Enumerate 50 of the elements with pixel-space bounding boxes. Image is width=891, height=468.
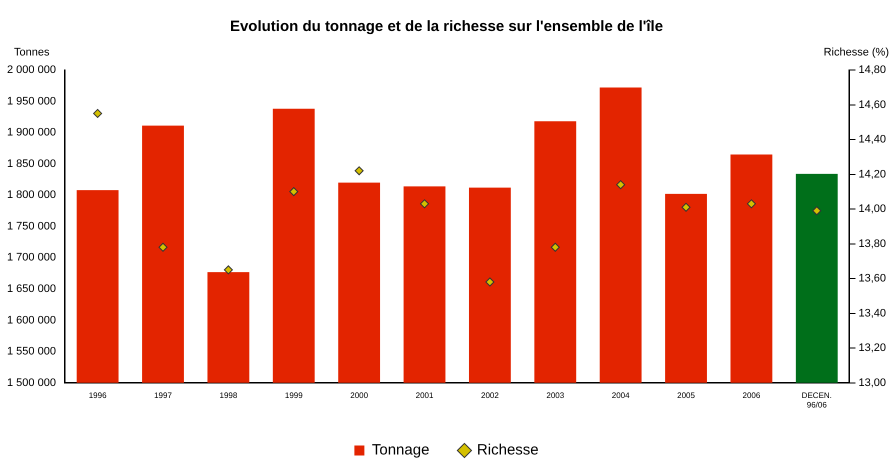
point — [812, 206, 822, 216]
x-tick-label: 2005 — [677, 390, 696, 400]
point — [93, 108, 102, 118]
y2-tick-label: 14,00 — [858, 203, 886, 216]
point — [420, 199, 430, 208]
chart-title: Evolution du tonnage et de la richesse sur l'ensemble de l'île — [230, 18, 664, 36]
x-tick-label: 2002 — [480, 390, 500, 400]
y-tick-label: 1 650 000 — [7, 282, 56, 295]
y-tick-label: 1 750 000 — [7, 220, 56, 232]
point — [616, 180, 626, 190]
y2-tick-label: 14,20 — [858, 168, 886, 180]
x-tick-label: 2004 — [612, 390, 630, 400]
y-tick-label: 1 950 000 — [7, 95, 56, 108]
y-tick-label: 1 700 000 — [7, 252, 56, 264]
y-tick-label: 1 800 000 — [7, 189, 56, 202]
x-tick-label: 1997 — [154, 390, 172, 400]
y-tick-label: 1 850 000 — [7, 158, 56, 170]
point — [354, 166, 364, 176]
point — [158, 242, 168, 252]
y-tick-label: 1 900 000 — [7, 126, 56, 139]
y2-tick-label: 14,40 — [858, 134, 886, 146]
y2-tick-label: 13,80 — [858, 238, 886, 250]
point — [746, 199, 756, 208]
y2-tick-label: 13,40 — [858, 307, 886, 320]
y-tick-label: 2 000 000 — [7, 64, 56, 76]
y2-tick-label: 13,60 — [858, 272, 886, 285]
legend-label: Tonnage — [372, 442, 430, 459]
x-tick-label: 1999 — [284, 390, 304, 400]
y-tick-label: 1 550 000 — [7, 346, 56, 358]
x-tick-label: 1996 — [88, 390, 108, 400]
x-tick-label: DECEN. 96/06 — [802, 390, 832, 410]
x-tick-label: 2006 — [742, 390, 761, 400]
y-tick-label: 1 600 000 — [7, 314, 56, 326]
x-tick-label: 2001 — [416, 390, 434, 400]
y-tick-label: 1 500 000 — [7, 376, 56, 389]
point — [485, 278, 494, 287]
point — [682, 202, 691, 212]
y2-tick-label: 13,00 — [858, 376, 886, 389]
y-axis-title: Tonnes — [14, 46, 50, 59]
y2-tick-label: 13,20 — [858, 342, 886, 354]
x-tick-label: 1998 — [219, 390, 238, 400]
x-tick-label: 2003 — [546, 390, 565, 400]
y2-tick-label: 14,60 — [858, 98, 886, 111]
point — [550, 242, 560, 252]
y2-tick-label: 14,80 — [858, 64, 886, 76]
x-tick-label: 2000 — [350, 390, 369, 400]
legend-label: Richesse — [476, 442, 539, 459]
point — [289, 187, 298, 196]
y2-axis-title: Richesse (%) — [824, 46, 889, 59]
point — [224, 265, 233, 274]
